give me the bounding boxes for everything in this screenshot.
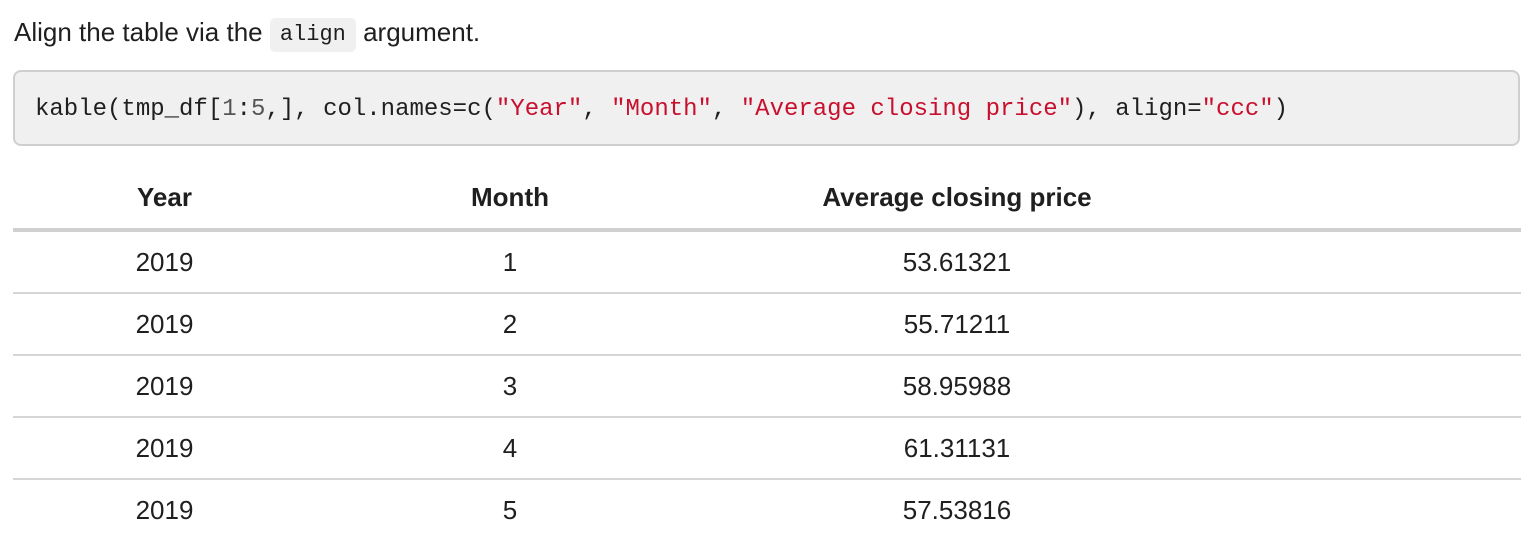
column-header-spacer — [1210, 166, 1521, 232]
column-header-average-closing-price: Average closing price — [704, 166, 1210, 232]
code-token: , — [582, 96, 612, 123]
cell-year: 2019 — [135, 494, 194, 525]
cell-spacer — [1210, 417, 1521, 480]
code-token: : — [236, 96, 252, 123]
cell-month: 3 — [316, 355, 704, 418]
intro-text-before: Align the table via the — [14, 17, 270, 47]
code-string: "Month" — [611, 96, 712, 123]
column-header-month: Month — [316, 166, 704, 232]
cell-month: 4 — [316, 417, 704, 480]
cell-month: 1 — [316, 230, 704, 294]
cell-year: 2019 — [13, 293, 316, 356]
code-string: "Average closing price" — [740, 96, 1073, 123]
table-row: 2019 3 58.95988 — [13, 355, 1521, 418]
cell-average-closing-price: 53.61321 — [704, 230, 1210, 294]
code-string: "ccc" — [1201, 96, 1274, 123]
data-table: Year Month Average closing price 2019 1 … — [13, 166, 1521, 539]
cell-year: 2019 — [13, 230, 316, 294]
table-row: 2019 5 57.53816 — [13, 479, 1521, 539]
cell-spacer — [1210, 230, 1521, 294]
cell-average-closing-price: 61.31131 — [704, 417, 1210, 480]
table-row: 2019 4 61.31131 — [13, 417, 1521, 480]
cell-year: 2019 — [13, 355, 316, 418]
code-block: kable(tmp_df[1:5,], col.names=c("Year", … — [13, 70, 1520, 146]
code-token: kable(tmp_df[ — [35, 96, 223, 123]
code-token: , — [711, 96, 741, 123]
intro-paragraph: Align the table via the align argument. — [14, 12, 480, 52]
cell-spacer — [1210, 293, 1521, 356]
code-number: 1 — [222, 96, 237, 123]
intro-text-after: argument. — [355, 17, 481, 47]
code-string: "Year" — [495, 96, 583, 123]
cell-average-closing-price: 57.53816 — [902, 494, 1012, 525]
table-row: 2019 1 53.61321 — [13, 230, 1521, 294]
table-row: 2019 2 55.71211 — [13, 293, 1521, 356]
code-token: ,], col.names=c( — [265, 96, 496, 123]
code-token: ) — [1273, 96, 1289, 123]
code-number: 5 — [251, 96, 266, 123]
cell-spacer — [1210, 479, 1521, 539]
cell-month: 2 — [316, 293, 704, 356]
inline-code-align: align — [269, 18, 356, 52]
table-header-row: Year Month Average closing price — [13, 166, 1521, 232]
cell-average-closing-price: 55.71211 — [704, 293, 1210, 356]
cell-average-closing-price: 58.95988 — [704, 355, 1210, 418]
code-token: ), align= — [1072, 96, 1202, 123]
cell-spacer — [1210, 355, 1521, 418]
cell-year: 2019 — [13, 417, 316, 480]
column-header-year: Year — [13, 166, 316, 232]
cell-month: 5 — [502, 494, 518, 525]
